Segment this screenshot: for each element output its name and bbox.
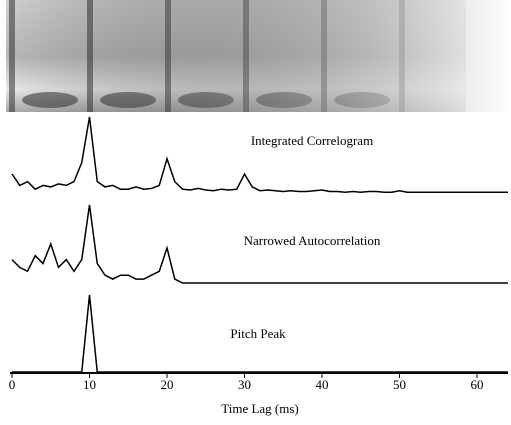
series-label: Integrated Correlogram <box>251 133 373 148</box>
x-tick-label: 0 <box>9 377 16 392</box>
x-tick-label: 60 <box>471 377 484 392</box>
x-tick-label: 40 <box>316 377 329 392</box>
series-label: Narrowed Autocorrelation <box>244 233 381 248</box>
correlogram-image <box>6 0 511 112</box>
series-line <box>11 204 508 284</box>
x-tick-label: 10 <box>83 377 96 392</box>
x-axis-label: Time Lag (ms) <box>221 401 299 416</box>
x-tick-label: 30 <box>238 377 251 392</box>
x-tick-label: 50 <box>393 377 406 392</box>
series-label: Pitch Peak <box>230 326 286 341</box>
series-line <box>12 294 508 373</box>
x-tick-label: 20 <box>161 377 174 392</box>
series-line <box>11 116 508 193</box>
